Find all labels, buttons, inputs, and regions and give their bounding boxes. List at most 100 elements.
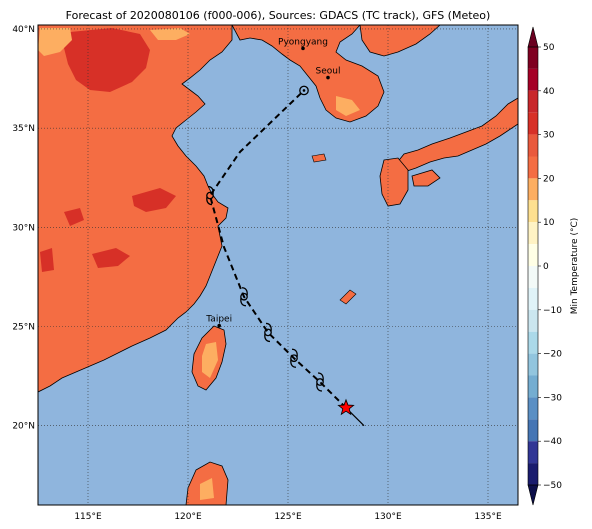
colorbar-tick-label: −50 (543, 481, 562, 491)
lat-tick-label: 20°N (12, 422, 35, 432)
colorbar-band (528, 309, 538, 332)
city-label: Taipei (205, 315, 232, 325)
lon-tick-label: 135°E (474, 512, 502, 522)
storm-arm-bottom (264, 333, 271, 343)
colorbar-band (528, 353, 538, 376)
graticule (38, 25, 518, 505)
tropical-storm-icon (240, 287, 248, 307)
colorbar-band (528, 200, 538, 223)
storm-eye (240, 292, 248, 301)
land-hot-patch-3 (64, 208, 84, 226)
storm-arm-bottom (206, 196, 213, 206)
colorbar-tick-label: −40 (543, 437, 562, 447)
colorbar-band (528, 419, 538, 442)
colorbar-over-arrow (527, 26, 539, 48)
storm-arm-bottom (240, 297, 247, 307)
lon-tick-label: 125°E (274, 512, 302, 522)
lon-tick-label: 120°E (174, 512, 202, 522)
land-ryukyu (339, 289, 357, 305)
figure-title: Forecast of 2020080106 (f000-006), Sourc… (65, 9, 491, 22)
map-border (37, 24, 519, 506)
land-hot-patch-2 (92, 248, 130, 268)
storm-eye (316, 378, 324, 386)
colorbar-band (528, 331, 538, 354)
colorbar-tick-label: 30 (543, 131, 555, 141)
land-china (38, 25, 233, 393)
storm-track (206, 85, 365, 427)
forecast-track-line (208, 89, 347, 409)
colorbar: 50 40 30 20 10 0 −10 −20 −30 −40 −50 (527, 26, 562, 506)
land-korea (231, 25, 385, 123)
axis-ticks: 115°E 120°E 125°E 130°E 135°E 20°N 25°N 30°N 35°… (12, 25, 502, 522)
current-position-star-icon (337, 398, 355, 416)
storm-eye (290, 354, 298, 363)
city-label: Pyongyang (278, 37, 328, 47)
colorbar-band (528, 266, 538, 288)
colorbar-tick-label: 50 (543, 43, 555, 53)
colorbar-band (528, 156, 538, 179)
lat-tick-label: 25°N (12, 322, 35, 332)
colorbar-band (528, 112, 538, 135)
land-jeju (311, 153, 327, 163)
tropical-storm-icon (206, 185, 214, 206)
land-taiwan-light (202, 342, 218, 378)
land-north-hot (64, 28, 150, 92)
colorbar-band (528, 68, 538, 91)
colorbar-band (528, 441, 538, 464)
cities-layer: Pyongyang Seoul Taipei (205, 37, 341, 328)
colorbar-tick-label: −30 (543, 393, 562, 403)
lon-tick-label: 130°E (374, 512, 402, 522)
city-label: Seoul (316, 67, 341, 77)
colorbar-band (528, 397, 538, 420)
colorbar-band (528, 463, 538, 485)
tropical-storm-icon (316, 372, 324, 392)
colorbar-band (528, 222, 538, 245)
storm-arm-top (207, 185, 214, 195)
land-luzon-light (200, 478, 214, 500)
colorbar-tick-label: 20 (543, 174, 555, 184)
land-north-light-2 (150, 28, 190, 40)
storm-arm-bottom (316, 382, 323, 392)
land-russia (359, 25, 441, 57)
land-hot-patch-1 (132, 188, 176, 212)
city-marker (326, 75, 330, 80)
tropical-storm-icon (290, 348, 298, 368)
colorbar-band (528, 47, 538, 69)
storm-arm-top (265, 322, 272, 332)
colorbar-tick-label: −10 (543, 306, 562, 316)
colorbar-band (528, 287, 538, 310)
colorbar-tick-label: 0 (543, 262, 549, 272)
storm-arm-top (291, 348, 298, 358)
colorbar-band (528, 178, 538, 201)
depression-ring (299, 85, 309, 96)
colorbar-label: Min Temperature (°C) (570, 218, 580, 315)
land-hot-patch-4 (40, 248, 54, 272)
storm-arm-top (241, 287, 248, 296)
storm-arm-top (317, 372, 324, 382)
land-japan-kyushu (379, 157, 409, 207)
colorbar-tick-label: 10 (543, 218, 555, 228)
land-japan-shikoku (411, 169, 441, 187)
depression-icon (299, 85, 309, 96)
city-marker (217, 323, 221, 328)
storm-eye (264, 328, 272, 337)
colorbar-tick-label: 40 (543, 87, 555, 97)
land-north-light (38, 28, 72, 56)
depression-center (302, 89, 306, 92)
city-marker (301, 46, 305, 51)
lat-tick-label: 35°N (12, 124, 35, 134)
lon-tick-label: 115°E (74, 512, 102, 522)
colorbar-band (528, 90, 538, 113)
land-korea-south-light (336, 96, 360, 116)
colorbar-under-arrow (527, 484, 539, 506)
lat-tick-label: 40°N (12, 25, 35, 35)
storm-arm-bottom (290, 359, 297, 368)
colorbar-band (528, 134, 538, 157)
colorbar-band (528, 244, 538, 266)
colorbar-band (528, 375, 538, 398)
colorbar-tick-label: −20 (543, 350, 562, 360)
storm-eye (206, 191, 214, 200)
tropical-storm-icon (264, 322, 272, 343)
lat-tick-label: 30°N (12, 223, 35, 233)
